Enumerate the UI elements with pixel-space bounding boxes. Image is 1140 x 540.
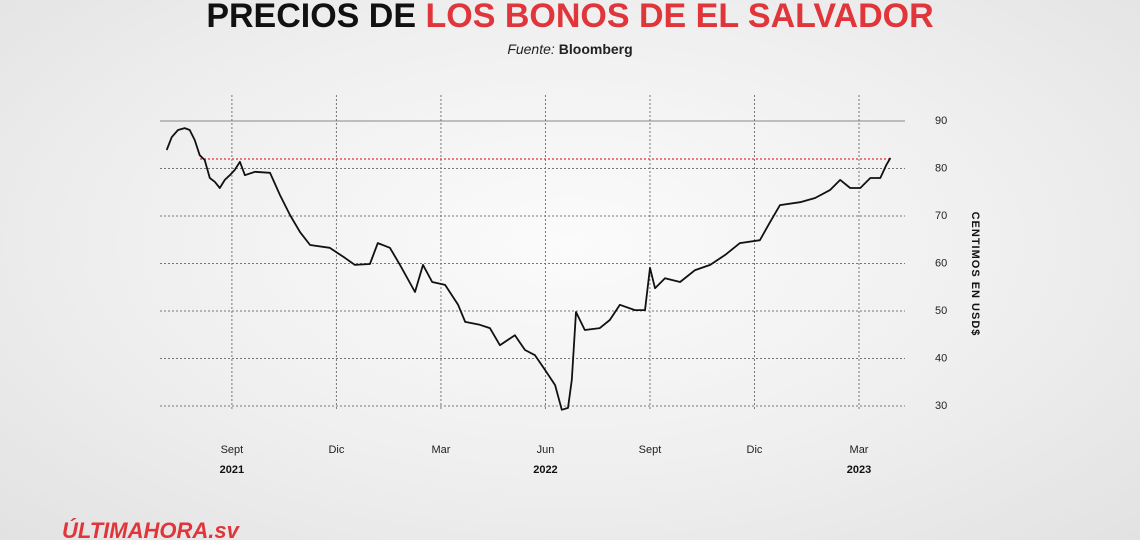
logo: ÚLTIMAHORA.sv bbox=[62, 518, 241, 540]
x-tick-label: Sept bbox=[221, 444, 244, 456]
x-tick-label: Mar bbox=[431, 444, 450, 456]
x-tick-label: Mar bbox=[850, 444, 869, 456]
x-tick-label: Sept bbox=[639, 444, 662, 456]
x-tick-label: Jun bbox=[537, 444, 555, 456]
x-tick-label: Dic bbox=[328, 444, 344, 456]
y-tick-label: 60 bbox=[935, 257, 947, 269]
subtitle: Fuente: Bloomberg bbox=[507, 41, 632, 57]
year-label: 2022 bbox=[533, 464, 557, 476]
chart-title: PRECIOS DE LOS BONOS DE EL SALVADOR bbox=[206, 0, 933, 35]
price-line bbox=[165, 127, 892, 411]
y-tick-label: 80 bbox=[935, 162, 947, 174]
source-name: Bloomberg bbox=[559, 41, 633, 57]
title-red: LOS BONOS DE EL SALVADOR bbox=[426, 0, 934, 35]
year-label: 2021 bbox=[220, 464, 244, 476]
y-tick-label: 40 bbox=[935, 352, 947, 364]
y-tick-label: 50 bbox=[935, 305, 947, 317]
x-tick-label: Dic bbox=[747, 444, 763, 456]
title-black: PRECIOS DE bbox=[206, 0, 425, 35]
y-axis-label: CENTIMOS EN USD$ bbox=[969, 212, 981, 337]
source-label: Fuente: bbox=[507, 41, 555, 57]
year-label: 2023 bbox=[847, 464, 871, 476]
y-tick-label: 90 bbox=[935, 115, 947, 127]
y-tick-label: 30 bbox=[935, 400, 947, 412]
y-tick-label: 70 bbox=[935, 210, 947, 222]
